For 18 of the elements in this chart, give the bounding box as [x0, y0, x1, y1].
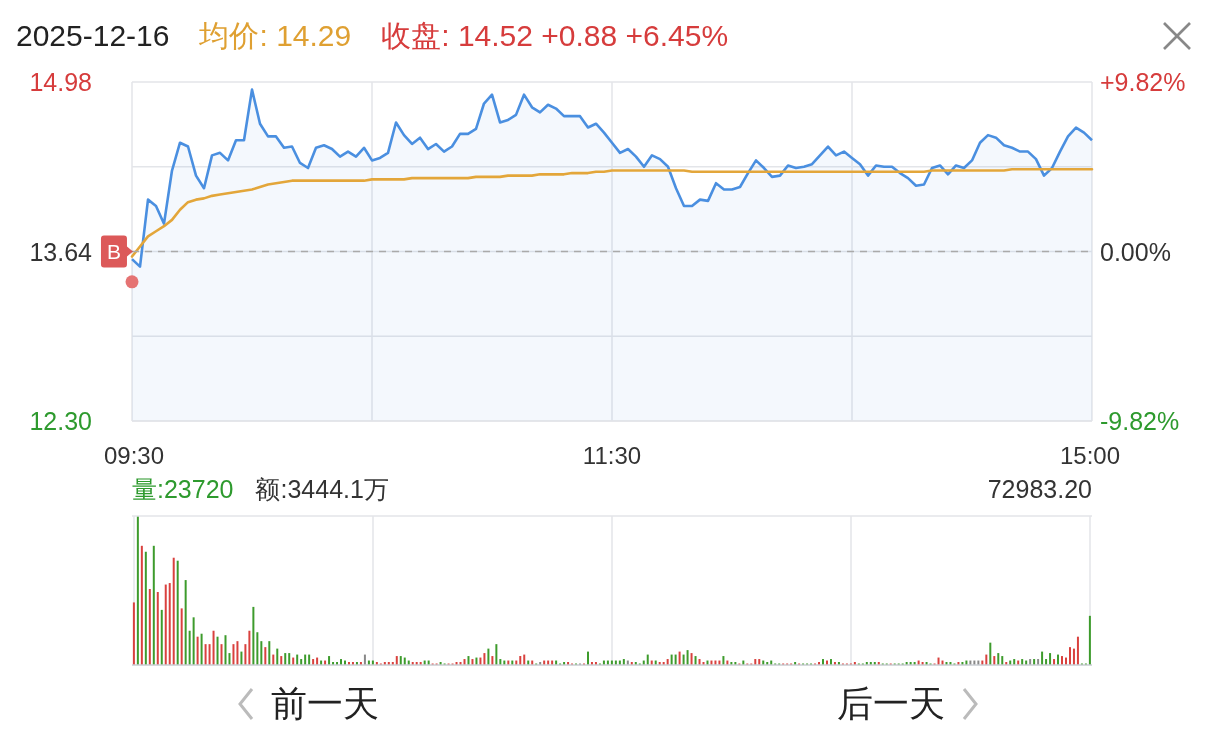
text: 72983.20	[987, 474, 1092, 503]
y-tick-label: 12.30	[29, 407, 92, 435]
chart-title: 2025-12-16	[16, 19, 170, 52]
text: 前一天	[271, 682, 379, 724]
text: 均价: 14.29	[199, 18, 352, 52]
text: 后一天	[837, 682, 945, 724]
text: 量:23720	[132, 474, 234, 503]
y-tick-label: 14.98	[29, 68, 92, 96]
x-tick-label: 11:30	[582, 442, 642, 469]
text: 额:3444.1万	[255, 474, 389, 503]
x-tick-label: 15:00	[1059, 442, 1121, 469]
y-tick-label: 13.64	[29, 237, 93, 266]
text: B	[106, 240, 121, 264]
x-tick-label: 09:30	[103, 442, 165, 469]
text: 收盘: 14.52 +0.88 +6.45%	[381, 18, 729, 52]
y2-tick-label: +9.82%	[1100, 68, 1186, 96]
y2-tick-label: 0.00%	[1100, 237, 1171, 266]
y2-tick-label: -9.82%	[1100, 407, 1180, 435]
